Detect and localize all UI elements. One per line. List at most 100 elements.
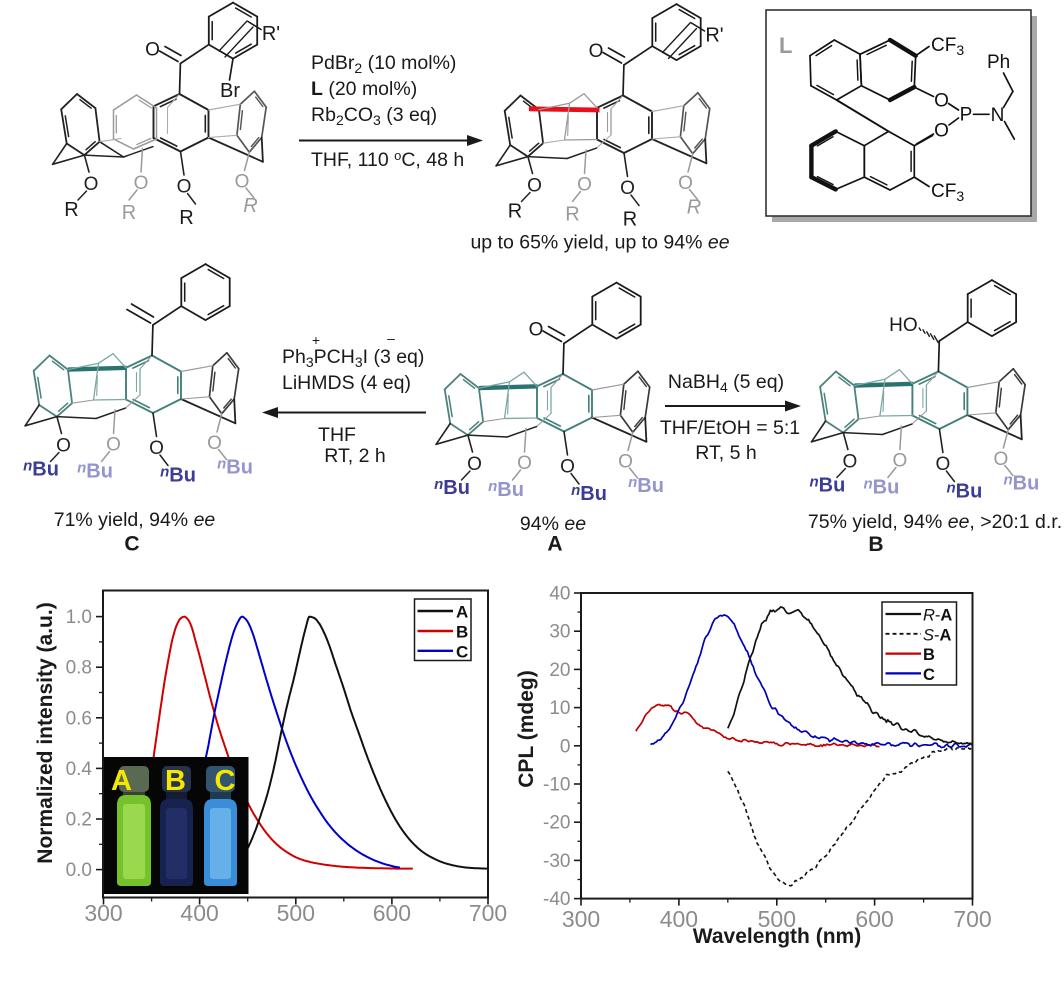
svg-text:400: 400 bbox=[660, 906, 698, 932]
svg-text:A: A bbox=[111, 765, 132, 797]
svg-text:C: C bbox=[124, 533, 139, 556]
svg-text:S-A: S-A bbox=[923, 626, 952, 644]
svg-text:20: 20 bbox=[549, 660, 570, 681]
svg-text:RT, 2 h: RT, 2 h bbox=[324, 445, 385, 467]
svg-text:300: 300 bbox=[84, 900, 122, 926]
svg-text:R': R' bbox=[705, 25, 723, 47]
svg-text:10: 10 bbox=[549, 698, 570, 719]
svg-text:L (20 mol%): L (20 mol%) bbox=[311, 78, 417, 100]
svg-text:HO: HO bbox=[889, 315, 918, 336]
svg-text:nBu: nBu bbox=[488, 478, 524, 501]
svg-text:nBu: nBu bbox=[946, 480, 982, 503]
svg-text:R': R' bbox=[262, 23, 280, 45]
svg-text:700: 700 bbox=[469, 900, 507, 926]
svg-text:O: O bbox=[177, 177, 192, 198]
svg-text:R: R bbox=[64, 199, 78, 221]
svg-text:R: R bbox=[623, 209, 637, 231]
svg-text:O: O bbox=[527, 176, 542, 197]
svg-text:L: L bbox=[779, 33, 792, 58]
svg-text:LiHMDS (4 eq): LiHMDS (4 eq) bbox=[282, 372, 411, 394]
svg-text:0: 0 bbox=[560, 736, 571, 757]
svg-text:THF: THF bbox=[318, 424, 356, 446]
svg-text:–: – bbox=[387, 330, 395, 346]
svg-text:40: 40 bbox=[549, 584, 570, 605]
svg-text:PdBr2 (10 mol%): PdBr2 (10 mol%) bbox=[311, 52, 456, 76]
svg-text:nBu: nBu bbox=[809, 474, 845, 497]
svg-text:nBu: nBu bbox=[863, 476, 899, 499]
svg-text:O: O bbox=[678, 173, 693, 194]
svg-text:Ph: Ph bbox=[987, 52, 1010, 73]
svg-text:-10: -10 bbox=[543, 775, 570, 796]
svg-text:R-A: R-A bbox=[923, 607, 952, 625]
svg-text:nBu: nBu bbox=[160, 464, 196, 487]
svg-text:O: O bbox=[589, 41, 604, 62]
svg-text:B: B bbox=[868, 533, 883, 556]
svg-text:O: O bbox=[843, 452, 858, 473]
svg-text:O: O bbox=[467, 454, 482, 475]
svg-text:R: R bbox=[565, 204, 579, 226]
svg-text:nBu: nBu bbox=[571, 482, 607, 505]
svg-text:R: R bbox=[179, 207, 193, 229]
svg-text:0.6: 0.6 bbox=[66, 708, 92, 729]
svg-text:nBu: nBu bbox=[434, 476, 470, 499]
svg-text:0.0: 0.0 bbox=[66, 860, 92, 881]
svg-text:A: A bbox=[547, 533, 562, 556]
svg-text:O: O bbox=[994, 449, 1009, 470]
svg-text:O: O bbox=[134, 173, 149, 194]
svg-text:O: O bbox=[577, 175, 592, 196]
svg-text:up to 65% yield, up to 94% ee: up to 65% yield, up to 94% ee bbox=[470, 232, 729, 254]
svg-text:THF, 110 oC, 48 h: THF, 110 oC, 48 h bbox=[311, 148, 464, 171]
svg-text:nBu: nBu bbox=[23, 458, 59, 481]
svg-text:-40: -40 bbox=[543, 889, 570, 910]
svg-text:nBu: nBu bbox=[77, 460, 113, 483]
svg-text:nBu: nBu bbox=[628, 474, 664, 497]
svg-text:O: O bbox=[618, 452, 633, 473]
svg-text:Ph3PCH3I (3 eq): Ph3PCH3I (3 eq) bbox=[282, 346, 424, 370]
svg-text:A: A bbox=[456, 603, 468, 622]
svg-text:R: R bbox=[122, 202, 136, 224]
svg-text:0.2: 0.2 bbox=[66, 810, 92, 831]
svg-text:-30: -30 bbox=[543, 851, 570, 872]
svg-text:600: 600 bbox=[855, 906, 893, 932]
svg-text:600: 600 bbox=[373, 900, 411, 926]
svg-text:71% yield, 94% ee: 71% yield, 94% ee bbox=[54, 509, 216, 531]
svg-text:R: R bbox=[508, 201, 522, 223]
svg-text:Wavelength (nm): Wavelength (nm) bbox=[693, 925, 861, 948]
svg-text:500: 500 bbox=[758, 906, 796, 932]
svg-text:-20: -20 bbox=[543, 813, 570, 834]
svg-text:400: 400 bbox=[180, 900, 218, 926]
svg-text:0.8: 0.8 bbox=[66, 658, 92, 679]
svg-text:B: B bbox=[923, 646, 935, 664]
svg-text:R: R bbox=[243, 195, 257, 217]
svg-text:P: P bbox=[960, 105, 973, 126]
svg-text:94% ee: 94% ee bbox=[520, 513, 586, 535]
svg-text:CF3: CF3 bbox=[931, 181, 964, 204]
svg-text:nBu: nBu bbox=[1003, 472, 1039, 495]
svg-text:O: O bbox=[235, 172, 250, 193]
svg-text:C: C bbox=[215, 765, 236, 797]
svg-text:O: O bbox=[106, 435, 121, 456]
svg-text:B: B bbox=[165, 765, 186, 797]
svg-text:B: B bbox=[456, 623, 468, 642]
svg-text:RT, 5 h: RT, 5 h bbox=[695, 442, 756, 464]
svg-text:C: C bbox=[923, 666, 935, 684]
svg-text:nBu: nBu bbox=[217, 456, 253, 479]
svg-text:THF/EtOH = 5:1: THF/EtOH = 5:1 bbox=[660, 417, 800, 439]
svg-text:N: N bbox=[991, 105, 1005, 126]
svg-text:O: O bbox=[56, 436, 71, 457]
svg-text:O: O bbox=[207, 433, 222, 454]
svg-text:O: O bbox=[934, 91, 949, 112]
svg-text:700: 700 bbox=[953, 906, 991, 932]
svg-text:CPL (mdeg): CPL (mdeg) bbox=[515, 670, 538, 787]
svg-text:O: O bbox=[149, 438, 164, 459]
svg-text:30: 30 bbox=[549, 622, 570, 643]
svg-text:O: O bbox=[936, 454, 951, 475]
svg-text:O: O bbox=[529, 320, 544, 341]
svg-text:Br: Br bbox=[220, 80, 240, 102]
svg-text:O: O bbox=[560, 457, 575, 478]
svg-text:O: O bbox=[934, 121, 949, 142]
svg-text:C: C bbox=[456, 642, 468, 661]
svg-text:O: O bbox=[893, 451, 908, 472]
svg-text:O: O bbox=[517, 453, 532, 474]
svg-text:75% yield, 94% ee, >20:1 d.r.: 75% yield, 94% ee, >20:1 d.r. bbox=[808, 511, 1062, 533]
